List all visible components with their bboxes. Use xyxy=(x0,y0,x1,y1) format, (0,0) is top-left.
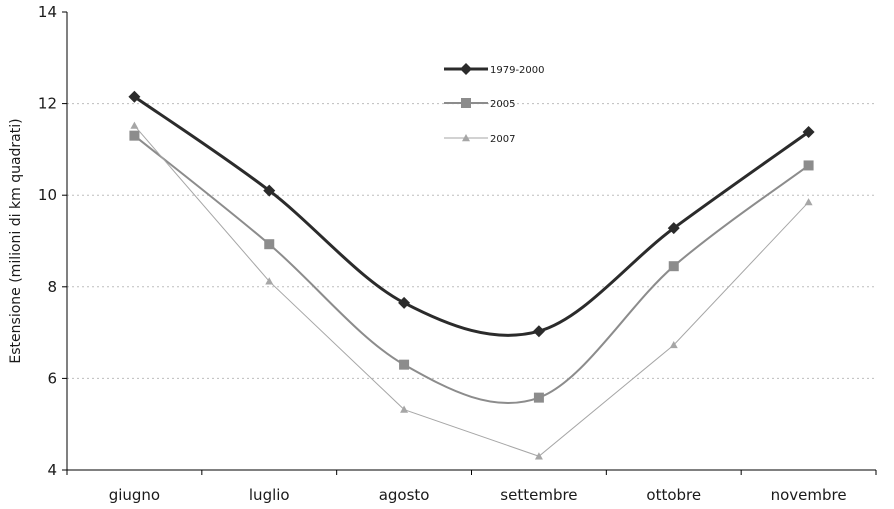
axes xyxy=(66,12,876,471)
x-tick-label: giugno xyxy=(109,486,160,504)
y-tick-label: 4 xyxy=(47,461,57,479)
series-2007 xyxy=(130,121,813,460)
data-point xyxy=(398,296,411,309)
data-point xyxy=(265,277,274,285)
series-line xyxy=(133,95,810,337)
legend-item: 2007 xyxy=(444,134,515,145)
x-tick-label: luglio xyxy=(249,486,290,504)
y-tick-label: 12 xyxy=(38,95,57,113)
data-point xyxy=(129,130,140,141)
series-1979-2000 xyxy=(128,90,815,338)
legend-item: 1979-2000 xyxy=(444,63,545,76)
data-point xyxy=(669,340,678,349)
series-line xyxy=(133,134,810,405)
y-tick-label: 6 xyxy=(47,369,57,387)
y-tick-label: 10 xyxy=(38,186,57,204)
data-point xyxy=(264,239,275,250)
series-line xyxy=(134,125,809,457)
legend-marker xyxy=(460,63,472,75)
data-point xyxy=(804,198,813,206)
legend-label: 2005 xyxy=(490,99,515,110)
legend-label: 1979-2000 xyxy=(490,65,545,76)
y-tick-label: 8 xyxy=(47,278,57,296)
data-point xyxy=(533,392,544,403)
legend-marker xyxy=(461,98,471,108)
gridlines xyxy=(67,103,876,379)
data-point xyxy=(532,325,545,338)
data-point xyxy=(400,405,409,413)
data-point xyxy=(803,160,814,171)
series-group xyxy=(128,90,815,460)
legend: 1979-2000 2005 2007 xyxy=(444,63,545,145)
x-tick-label: novembre xyxy=(771,486,847,504)
y-ticks: 4 6 8 10 12 14 xyxy=(38,3,67,479)
data-point xyxy=(534,452,543,460)
x-tick-label: settembre xyxy=(500,486,577,504)
data-point xyxy=(802,125,815,138)
data-point xyxy=(667,222,680,235)
data-point xyxy=(399,359,410,370)
y-axis-label: Estensione (milioni di km quadrati) xyxy=(8,118,24,363)
legend-label: 2007 xyxy=(490,134,515,145)
data-point xyxy=(128,90,141,103)
legend-marker xyxy=(462,134,470,142)
series-2005 xyxy=(129,130,814,405)
x-tick-label: agosto xyxy=(379,486,430,504)
x-ticks: giugno luglio agosto settembre ottobre novemb… xyxy=(66,470,877,504)
y-tick-label: 14 xyxy=(38,3,57,21)
x-tick-label: ottobre xyxy=(646,486,701,504)
data-point xyxy=(668,261,679,272)
data-point xyxy=(263,184,276,197)
legend-item: 2005 xyxy=(444,98,515,110)
data-point xyxy=(130,121,139,129)
